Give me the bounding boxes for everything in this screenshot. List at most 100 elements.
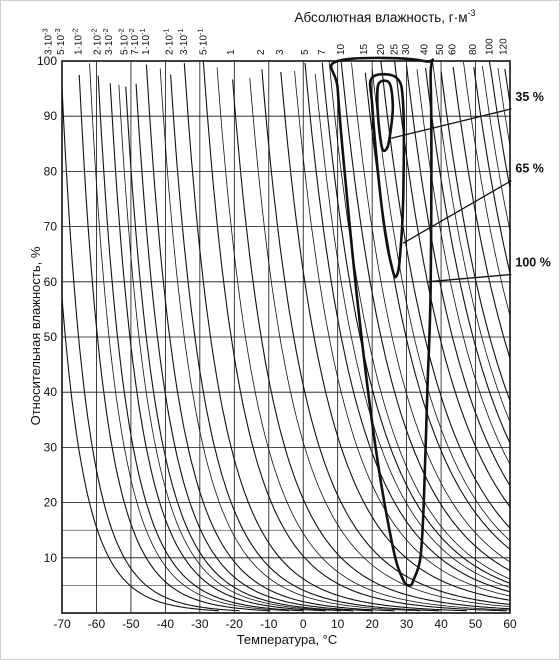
region-65-outline	[368, 72, 406, 279]
region-100-outline	[329, 56, 435, 587]
isoline-label: 50	[435, 43, 446, 55]
region-100-label: 100 %	[515, 255, 550, 269]
isoline-minor	[294, 71, 511, 597]
x-tick-label: 20	[365, 617, 379, 631]
isoline-minor	[328, 60, 511, 580]
y-tick-label: 10	[44, 551, 58, 565]
isoline	[364, 72, 511, 550]
isoline-minor	[463, 61, 511, 316]
isoline-label: 25	[390, 43, 401, 55]
isoline-label: 5·10-3	[53, 28, 67, 55]
isoline	[425, 67, 511, 444]
isoline-label: 1·10-1	[138, 28, 152, 55]
isoline	[135, 83, 373, 612]
isoline-label: 5	[300, 49, 311, 55]
isoline-label: 3·10-2	[101, 28, 115, 55]
region-65-pointer	[402, 180, 512, 244]
isoline-label: 7	[317, 49, 328, 55]
y-tick-label: 100	[37, 54, 57, 68]
isoline	[406, 65, 511, 486]
isoline-minor	[314, 74, 511, 588]
region-35-pointer	[390, 108, 512, 139]
isoline	[232, 79, 511, 610]
isoline	[183, 63, 467, 612]
x-tick-label: -10	[260, 617, 278, 631]
region-65-label-bg	[513, 160, 546, 177]
isoline	[473, 66, 511, 274]
region-100-label-bg	[513, 254, 553, 271]
isoline-minor	[249, 78, 511, 607]
y-axis-title: Относительная влажность, %	[28, 246, 43, 425]
isoline-label: 5·10-2	[116, 28, 130, 55]
top-axis-title: Абсолютная влажность, г·м-3	[294, 8, 475, 25]
isoline	[61, 297, 219, 612]
isoline-minor	[432, 60, 511, 423]
region-35-label: 35 %	[515, 90, 544, 104]
isoline-label: 60	[447, 43, 458, 55]
isoline	[380, 60, 511, 529]
x-tick-label: 40	[434, 617, 448, 631]
x-tick-label: 50	[469, 617, 483, 631]
isoline-label: 3·10-3	[40, 28, 54, 55]
isoline-minor	[216, 67, 510, 611]
tick-labels-layer: -70 -60 -50 -40 -30 -20 -10 0 10 20 30 40 50 60 10 20 30…	[37, 54, 517, 631]
x-tick-label: -60	[88, 617, 106, 631]
isoline-label: 1	[226, 49, 237, 55]
x-tick-label: 0	[300, 617, 307, 631]
region-35-outline	[375, 79, 395, 153]
isoline-minor	[482, 65, 511, 231]
y-tick-label: 80	[44, 164, 58, 178]
isoline-label: 100	[485, 38, 496, 55]
y-tick-label: 70	[44, 220, 58, 234]
isoline-label: 3	[275, 49, 286, 55]
isoline	[145, 64, 395, 612]
y-tick-label: 90	[44, 109, 58, 123]
x-tick-label: -20	[226, 617, 244, 631]
x-tick-label: 30	[400, 617, 414, 631]
isoline-label: 2·10-1	[162, 28, 176, 55]
isoline-minor	[118, 84, 342, 612]
region-65-label: 65 %	[515, 162, 544, 176]
isoline-label: 20	[376, 43, 387, 55]
isoline	[170, 74, 440, 612]
isoline-minor	[351, 62, 511, 563]
y-tick-label: 20	[44, 496, 58, 510]
isoline-label: 80	[468, 43, 479, 55]
y-tick-label: 60	[44, 275, 58, 289]
isoline	[125, 86, 354, 612]
isoline-label: 2	[256, 49, 267, 55]
x-tick-label: -50	[122, 617, 140, 631]
x-axis-title: Температура, °C	[237, 632, 338, 647]
gridlines-layer	[62, 61, 510, 613]
x-tick-label: -40	[157, 617, 175, 631]
isoline	[280, 71, 511, 601]
x-tick-label: -70	[53, 617, 71, 631]
isoline-label: 7·10-2	[127, 28, 141, 55]
isoline-label: 30	[401, 43, 412, 55]
isoline-minor	[497, 67, 511, 147]
isoline-label: 15	[359, 43, 370, 55]
regions-layer: 100 % 65 % 35 %	[329, 56, 553, 587]
region-100-pointer	[427, 273, 512, 283]
isoline	[452, 66, 511, 359]
isoline	[504, 68, 511, 104]
isoline	[394, 60, 511, 508]
isoline-minor	[89, 63, 290, 612]
x-tick-label: 60	[503, 617, 517, 631]
isoline-minor	[159, 68, 421, 612]
y-tick-label: 30	[44, 440, 58, 454]
x-tick-label: 10	[331, 617, 345, 631]
isoline-label: 10	[336, 43, 347, 55]
isoline-label: 40	[420, 43, 431, 55]
plot-frame	[61, 60, 511, 614]
isoline	[78, 74, 271, 612]
isolines-layer	[61, 60, 511, 612]
y-tick-label: 50	[44, 330, 58, 344]
y-tick-label: 40	[44, 385, 58, 399]
region-35-label-bg	[513, 88, 546, 105]
isoline	[488, 60, 511, 189]
isoline-label: 120	[499, 38, 510, 55]
x-tick-label: -30	[191, 617, 209, 631]
isoline-label: 2·10-2	[89, 28, 103, 55]
